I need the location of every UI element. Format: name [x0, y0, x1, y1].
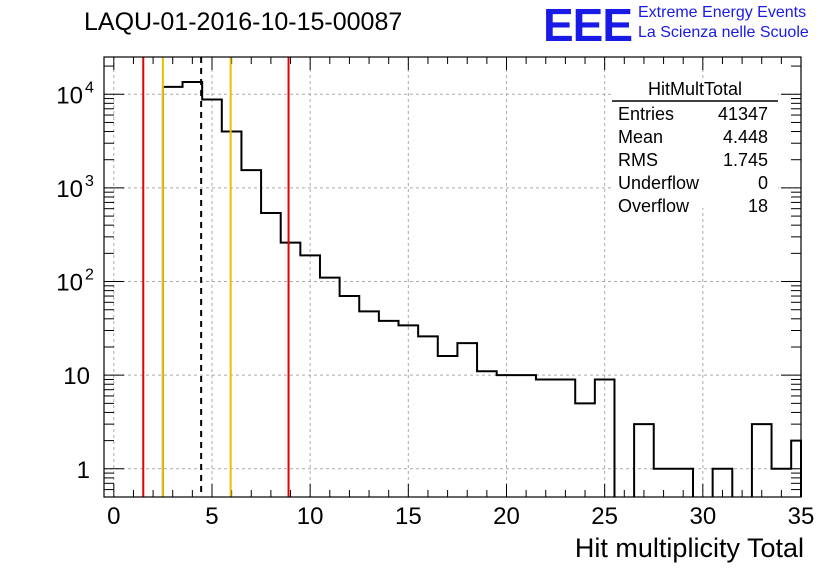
histogram-bin [457, 343, 477, 497]
stats-row-label: Overflow [618, 196, 690, 216]
histogram-bin [556, 379, 576, 497]
histogram-bin [163, 87, 183, 497]
stats-box-title: HitMultTotal [648, 79, 742, 99]
x-tick-label: 35 [788, 503, 815, 530]
histogram-bin [379, 321, 399, 497]
logo-line-2: La Scienza nelle Scuole [638, 24, 809, 41]
histogram-bin [772, 469, 792, 497]
histogram-bin [497, 375, 517, 497]
stats-row-value: 4.448 [723, 127, 768, 147]
x-tick-label: 25 [591, 503, 618, 530]
stats-row-label: Mean [618, 127, 663, 147]
x-tick-label: 20 [493, 503, 520, 530]
stats-box [612, 78, 778, 208]
histogram-bin [575, 403, 595, 497]
histogram-bin [320, 278, 340, 497]
y-tick-exponent: 2 [85, 267, 94, 284]
histogram-bin [399, 325, 419, 497]
histogram-bin [281, 243, 301, 497]
histogram-bin [516, 375, 536, 497]
eee-logo-mark: EEE [543, 0, 633, 51]
y-tick-label: 1 [77, 457, 90, 484]
y-tick-label: 10 [56, 270, 83, 297]
histogram-bin [261, 213, 281, 497]
histogram-bin [300, 255, 320, 497]
histogram-bin [202, 99, 222, 497]
histogram-bin [791, 441, 801, 497]
histogram-bin [438, 356, 458, 497]
histogram-bin [713, 469, 733, 497]
stats-row-value: 18 [748, 196, 768, 216]
stats-row-label: Entries [618, 104, 674, 124]
histogram-bin [536, 379, 556, 497]
stats-row-value: 1.745 [723, 150, 768, 170]
y-tick-label: 10 [56, 176, 83, 203]
histogram-bin [752, 424, 772, 497]
stats-row-label: RMS [618, 150, 658, 170]
logo-line-1: Extreme Energy Events [638, 4, 807, 21]
x-tick-label: 10 [297, 503, 324, 530]
histogram-bin [477, 371, 497, 497]
histogram-bin [634, 424, 654, 497]
chart-title: LAQU-01-2016-10-15-00087 [84, 8, 403, 36]
histogram-bin [595, 379, 615, 497]
histogram-bin [654, 469, 674, 497]
histogram-bin [673, 469, 693, 497]
y-tick-exponent: 3 [85, 173, 94, 190]
x-tick-label: 5 [205, 503, 218, 530]
histogram-bin [183, 82, 203, 497]
x-axis-label: Hit multiplicity Total [574, 533, 804, 563]
stats-row-label: Underflow [618, 173, 700, 193]
y-tick-exponent: 4 [85, 79, 94, 96]
y-tick-label: 10 [63, 363, 90, 390]
histogram-bin [340, 296, 360, 497]
histogram-outline [161, 81, 802, 497]
stats-row-value: 0 [758, 173, 768, 193]
histogram-bin [418, 336, 438, 497]
x-tick-label: 15 [395, 503, 422, 530]
histogram-bin [241, 170, 261, 497]
stats-row-value: 41347 [718, 104, 768, 124]
plot-frame [103, 56, 802, 498]
histogram-bin [359, 311, 379, 497]
x-tick-label: 0 [107, 503, 120, 530]
y-tick-label: 10 [56, 82, 83, 109]
x-tick-label: 30 [689, 503, 716, 530]
